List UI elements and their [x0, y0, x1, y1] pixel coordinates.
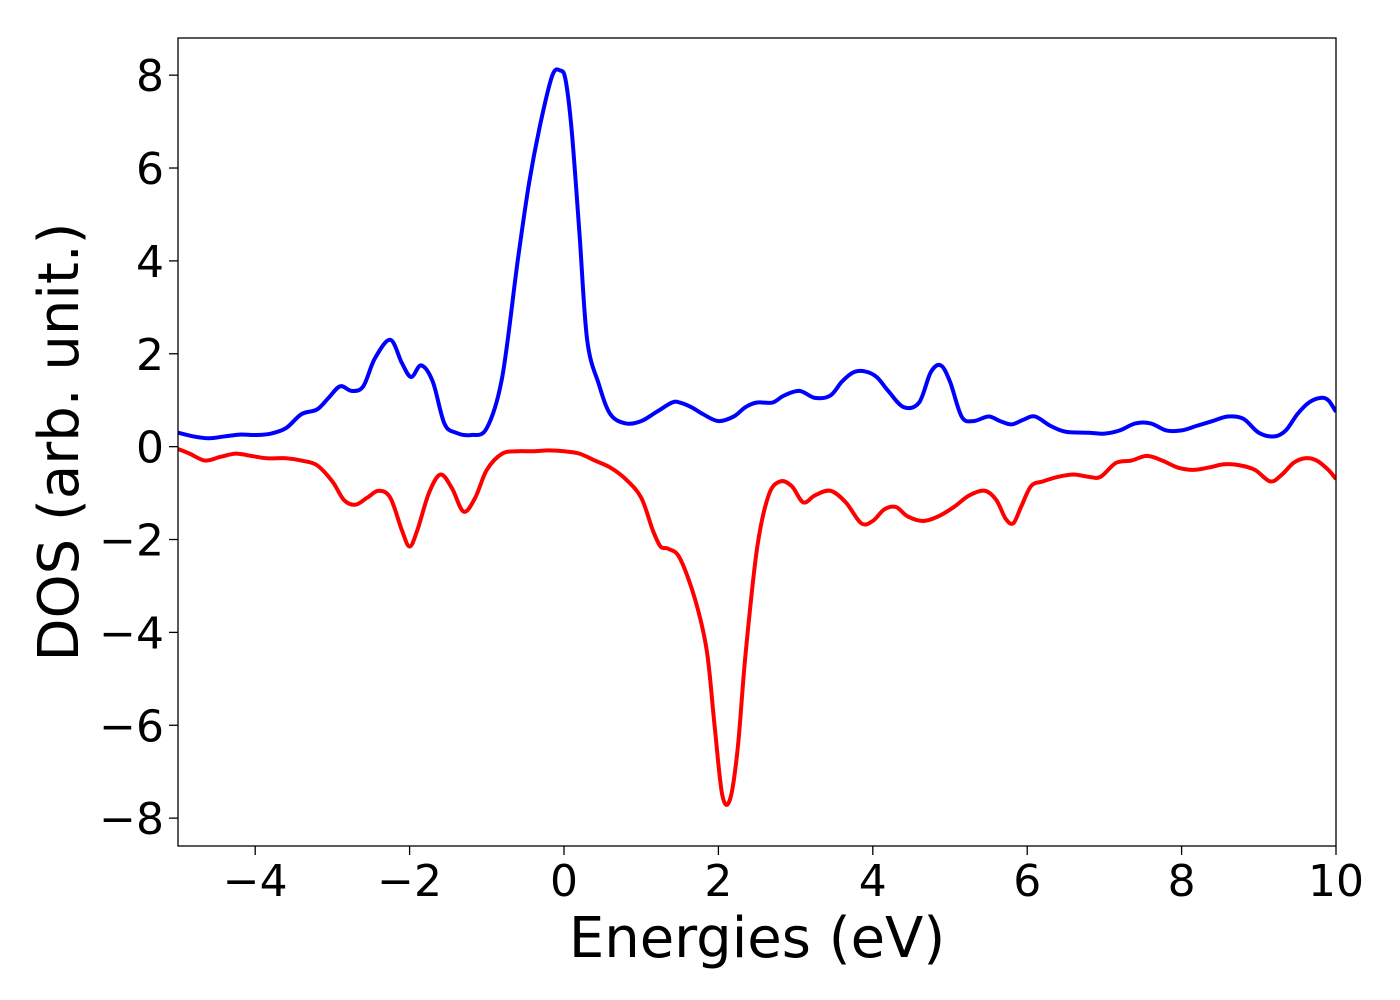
y-tick-label: −4: [99, 608, 164, 659]
x-tick-label: 2: [704, 856, 732, 907]
y-tick-label: −6: [99, 701, 164, 752]
y-axis-label: DOS (arb. unit.): [27, 222, 92, 661]
y-tick-label: 6: [136, 144, 164, 195]
x-tick-label: 8: [1168, 856, 1196, 907]
x-tick-label: 0: [550, 856, 578, 907]
y-tick-label: 2: [136, 330, 164, 381]
y-tick-label: 8: [136, 51, 164, 102]
x-tick-label: 10: [1308, 856, 1364, 907]
series-line-red: [178, 447, 1336, 807]
y-tick-label: 4: [136, 237, 164, 288]
y-tick-label: −2: [99, 516, 164, 567]
x-tick-label: 6: [1013, 856, 1041, 907]
plot-frame: [177, 37, 1337, 847]
y-tick-label: 0: [136, 423, 164, 474]
series-layer: [178, 67, 1336, 807]
x-tick-label: −2: [377, 856, 442, 907]
x-axis-label: Energies (eV): [569, 906, 945, 971]
x-tick-label: −4: [223, 856, 288, 907]
series-line-blue: [178, 67, 1336, 441]
x-tick-label: 4: [859, 856, 887, 907]
y-axis-ticks: −8 −6 −4 −2 0 2 4 6 8: [99, 51, 178, 845]
y-tick-label: −8: [99, 794, 164, 845]
x-axis-ticks: −4 −2 0 2 4 6 8 10: [223, 846, 1364, 907]
